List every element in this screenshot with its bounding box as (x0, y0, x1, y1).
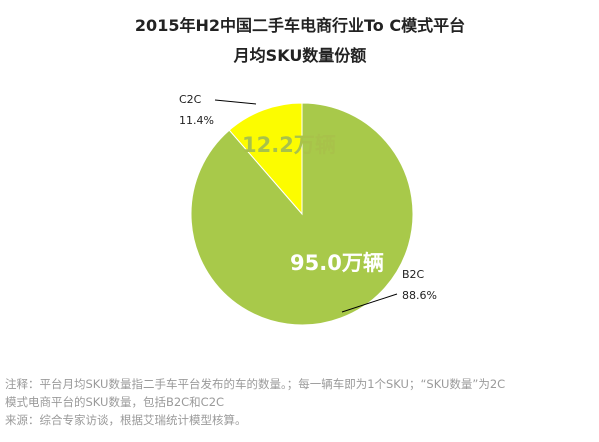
chart-title-line-1: 2015年H2中国二手车电商行业To C模式平台 (135, 16, 465, 35)
pie-slice-c2c (228, 102, 303, 216)
b2c-name-label: B2C (402, 268, 425, 281)
note-line-2: 模式电商平台的SKU数量，包括B2C和C2C (5, 395, 225, 409)
b2c-percent-label: 88.6% (402, 289, 437, 302)
c2c-callout-line (214, 99, 257, 105)
b2c-callout-line (341, 293, 398, 313)
c2c-name-label: C2C (179, 93, 202, 106)
chart-title-line-2: 月均SKU数量份额 (233, 46, 367, 65)
b2c-value-label: 95.0万辆 (290, 251, 384, 275)
c2c-percent-label: 11.4% (179, 114, 214, 127)
pie-slice-b2c (190, 102, 414, 326)
chart-notes: 注释：平台月均SKU数量指二手车平台发布的车的数量。；每一辆车即为1个SKU；“… (5, 375, 595, 429)
source-line: 来源：综合专家访谈，根据艾瑞统计模型核算。 (5, 413, 247, 427)
note-line-1: 注释：平台月均SKU数量指二手车平台发布的车的数量。；每一辆车即为1个SKU；“… (5, 377, 506, 391)
c2c-value-label: 12.2万辆 (242, 133, 336, 157)
